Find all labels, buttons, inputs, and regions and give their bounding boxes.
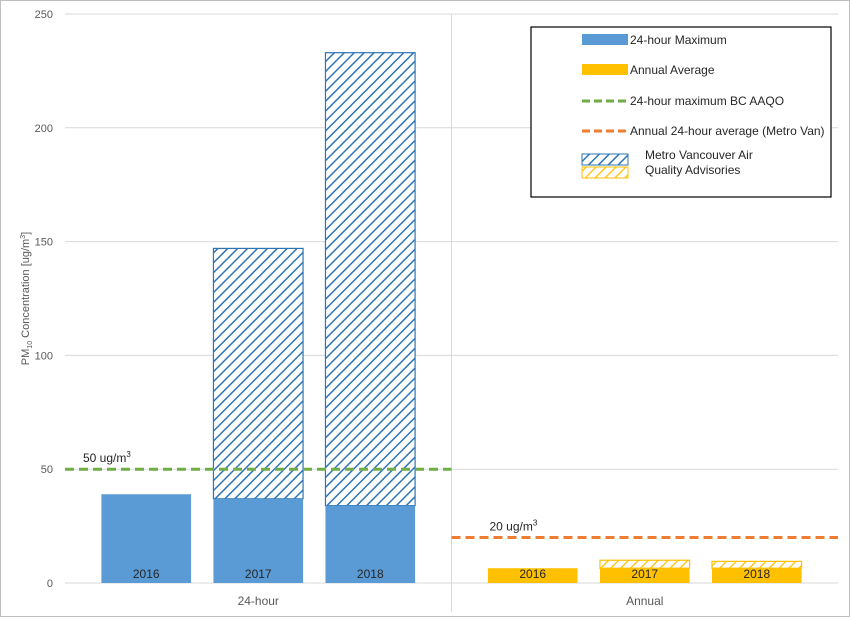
x-group-label: 24-hour [238, 594, 279, 608]
y-tick-label: 250 [35, 9, 53, 21]
bar-24-hour-2018 [325, 505, 416, 583]
bar-year-label: 2017 [631, 567, 658, 581]
bar-Annual-2016 [487, 568, 578, 583]
bar-year-label: 2018 [357, 567, 384, 581]
legend-swatch [582, 64, 628, 75]
advisory-bar-24-hour-2017 [212, 247, 304, 500]
bar-year-label: 2018 [743, 567, 770, 581]
x-group-label: Annual [626, 594, 663, 608]
legend-box [530, 26, 832, 198]
legend-label: Metro Vancouver Air [645, 148, 753, 162]
bar-24-hour-2016 [101, 494, 192, 583]
bar-year-label: 2017 [245, 567, 272, 581]
x-axis: 24-hour Annual [238, 594, 664, 608]
y-tick-label: 100 [35, 350, 53, 362]
legend-swatch [582, 34, 628, 45]
legend-label: Annual 24-hour average (Metro Van) [630, 124, 825, 138]
bar-Annual-2017 [599, 568, 690, 583]
bar-year-label: 2016 [133, 567, 160, 581]
y-tick-label: 200 [35, 123, 53, 135]
y-tick-label: 50 [41, 464, 53, 476]
y-tick-label: 150 [35, 237, 53, 249]
bar-year-label: 2016 [519, 567, 546, 581]
legend-label: 24-hour Maximum [630, 33, 727, 47]
legend-swatch-blue-hatch [581, 153, 629, 166]
reference-lines: 50 ug/m3 20 ug/m3 [65, 450, 838, 539]
legend: 24-hour Maximum Annual Average 24-hour max… [530, 26, 832, 198]
y-axis: 0 50 100 150 200 250 PM10 Concentration [ug/m3… [20, 9, 53, 590]
legend-label: 24-hour maximum BC AAQO [630, 94, 784, 108]
advisory-bar-24-hour-2018 [324, 52, 416, 507]
bar-Annual-2018 [711, 568, 802, 583]
ref-line-label: 50 ug/m3 [83, 450, 131, 465]
legend-label: Annual Average [630, 63, 715, 77]
bars: 2016 2017 2018 2016 2017 2018 [101, 52, 803, 583]
legend-swatch-yellow-hatch [581, 166, 629, 179]
legend-label: Quality Advisories [645, 163, 740, 177]
y-axis-title: PM10 Concentration [ug/m3] [20, 232, 34, 365]
ref-line-label: 20 ug/m3 [490, 518, 538, 533]
y-tick-label: 0 [47, 578, 53, 590]
bar-24-hour-2017 [213, 498, 304, 583]
